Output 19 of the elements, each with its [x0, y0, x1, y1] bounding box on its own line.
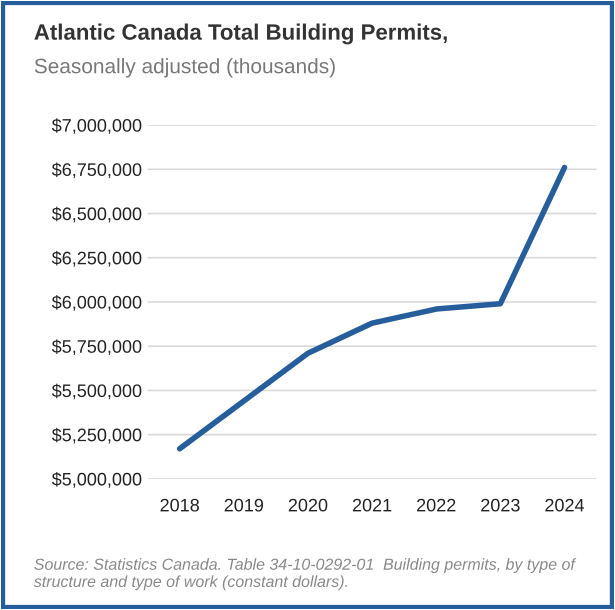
y-tick-label: $6,750,000 [52, 162, 142, 178]
chart-subtitle: Seasonally adjusted (thousands) [34, 58, 335, 78]
y-tick-label: $6,250,000 [52, 250, 142, 267]
y-tick-label: $5,000,000 [52, 472, 142, 488]
x-tick-label: 2022 [417, 498, 456, 512]
y-tick-label: $5,750,000 [52, 339, 142, 356]
x-tick-label: 2021 [352, 498, 392, 512]
y-tick-label: $6,500,000 [52, 206, 142, 222]
y-tick-label: $5,250,000 [52, 428, 142, 444]
y-tick-label: $5,500,000 [52, 384, 142, 400]
x-tick-label: 2019 [224, 498, 264, 512]
y-tick-label: $6,000,000 [52, 295, 142, 311]
chart-title: Atlantic Canada Total Building Permits, [34, 24, 447, 44]
source-note: Source: Statistics Canada. Table 34-10-0292-01 Building permits, by type of structure and type of work (constant dollars). [34, 558, 576, 590]
x-tick-label: 2024 [545, 498, 584, 512]
x-tick-label: 2023 [481, 498, 520, 512]
x-tick-label: 2020 [288, 498, 328, 512]
y-tick-label: $7,000,000 [52, 118, 142, 134]
x-tick-label: 2018 [160, 498, 199, 512]
